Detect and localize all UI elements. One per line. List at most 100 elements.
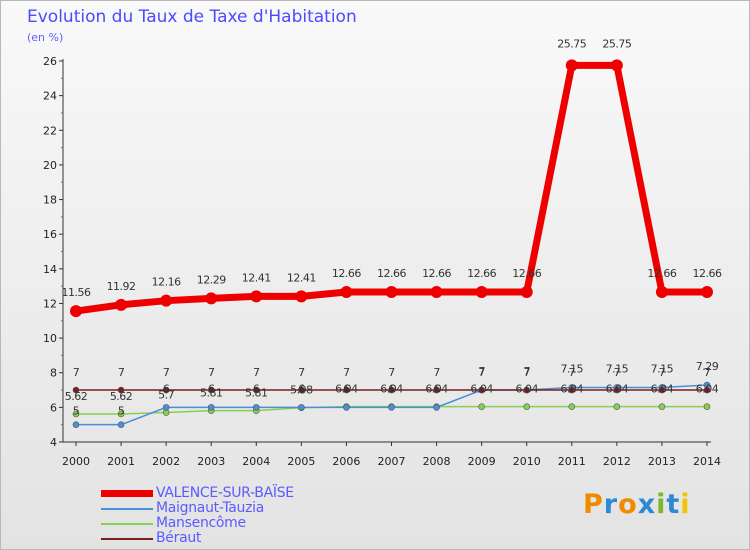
data-label: 6 [298,382,305,395]
data-label: 11.56 [62,286,91,299]
x-tick-label: 2003 [197,455,225,468]
x-tick-label: 2001 [107,455,135,468]
legend-label-maignaut: Maignaut-Tauzia [156,500,265,516]
data-label: 6 [343,382,350,395]
data-label: 6.04 [651,383,674,396]
x-tick-label: 2008 [423,455,451,468]
data-point [72,386,80,394]
legend-swatch-mansencome [101,523,153,525]
data-point [343,404,350,411]
data-label: 6 [388,382,395,395]
data-label: 7 [388,366,395,379]
data-label: 7 [523,366,530,379]
data-point [658,386,666,394]
data-point [70,305,82,318]
data-label: 7 [343,366,350,379]
data-label: 7 [614,366,621,379]
y-tick-label: 16 [43,228,57,241]
x-tick-label: 2013 [648,455,676,468]
logo-letter: x [637,489,657,520]
data-point [115,298,128,311]
data-point [568,403,576,410]
data-label: 7 [433,366,440,379]
x-tick-label: 2002 [152,455,180,468]
data-point [655,286,668,299]
data-label: 5 [73,405,80,418]
data-point [658,403,666,410]
x-tick-label: 2012 [603,455,631,468]
data-point [610,59,623,72]
legend-label-beraut: Béraut [156,530,202,546]
data-label: 12.41 [242,271,271,284]
data-label: 6.04 [470,383,493,396]
logo-letter: i [656,489,667,520]
x-tick-label: 2009 [468,455,496,468]
data-label: 7 [253,366,260,379]
data-point [252,386,260,394]
data-label: 6.04 [335,383,358,396]
data-point [703,386,711,394]
data-point [250,290,263,303]
data-label: 7 [208,366,215,379]
data-label: 7.15 [651,362,674,375]
data-label: 12.66 [422,267,451,280]
logo-letter: o [618,489,638,520]
data-point [430,286,443,299]
chart-subtitle: (en %) [27,31,64,44]
data-point [475,286,488,299]
data-point [523,403,531,410]
y-tick-label: 14 [43,263,57,276]
data-label: 5.98 [290,384,313,397]
data-point [701,286,713,299]
data-point [343,386,350,394]
legend-swatch-beraut [101,538,153,540]
data-label: 7.29 [696,360,719,373]
data-point [295,290,308,303]
data-point [207,386,215,394]
data-label: 7 [704,366,711,379]
data-point [340,286,353,299]
y-tick-label: 12 [43,297,57,310]
data-label: 7.15 [561,362,584,375]
logo-letter: i [680,489,691,520]
data-label: 12.66 [377,267,406,280]
y-tick-label: 22 [43,124,57,137]
legend-label-mansencome: Mansencôme [156,515,246,531]
data-label: 5.7 [158,389,174,402]
data-label: 25.75 [602,37,631,50]
data-label: 12.66 [693,267,722,280]
y-tick-label: 6 [50,401,57,414]
y-tick-label: 26 [43,55,57,68]
data-point [160,294,173,307]
x-tick-label: 2007 [378,455,406,468]
y-tick-label: 4 [50,436,57,449]
y-tick-label: 18 [43,194,57,207]
x-tick-label: 2004 [242,455,270,468]
data-label: 7 [163,366,170,379]
data-label: 7 [298,366,305,379]
data-label: 6 [433,382,440,395]
data-label: 6 [163,382,170,395]
logo-letter: t [666,489,681,520]
data-point [388,386,395,394]
y-tick-label: 24 [43,90,57,103]
data-point [117,410,125,418]
logo-letter: r [603,489,619,520]
data-label: 6.04 [606,383,629,396]
data-label: 7.15 [606,362,629,375]
data-label: 7 [523,365,530,378]
data-point [72,421,80,428]
data-point [117,386,125,394]
data-label: 5.62 [65,390,88,403]
data-point [433,386,440,394]
data-label: 6 [253,382,260,395]
data-label: 5 [118,405,125,418]
legend-swatch-valence [101,490,153,497]
data-point [162,404,170,411]
x-tick-label: 2011 [558,455,586,468]
data-point [388,404,395,411]
chart-title: Evolution du Taux de Taxe d'Habitation [27,7,357,27]
data-point [568,386,576,394]
